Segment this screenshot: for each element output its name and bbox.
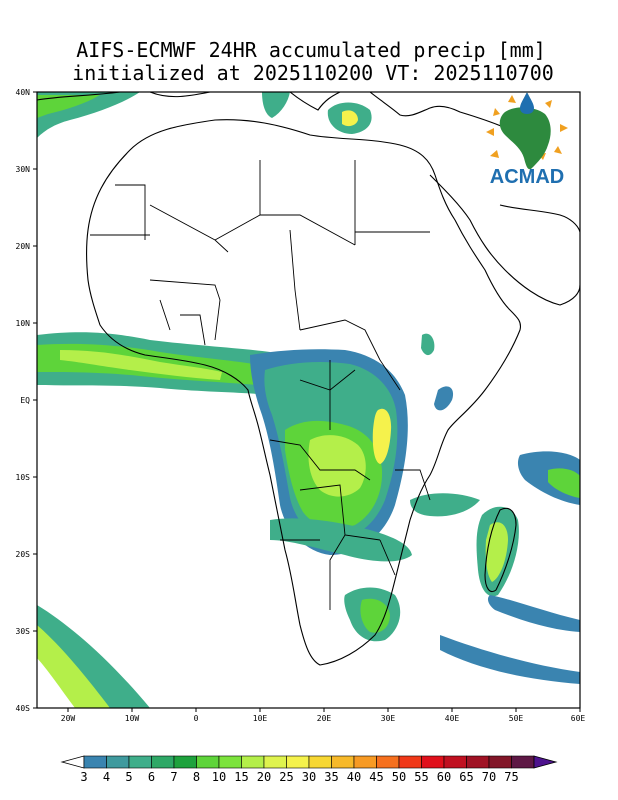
colorbar-label: 55 (414, 770, 428, 784)
precip-mozambique-band (410, 493, 480, 517)
colorbar-label: 35 (324, 770, 338, 784)
colorbar-cell (421, 755, 445, 769)
map-title-line2: initialized at 2025110200 VT: 2025110700 (72, 61, 554, 85)
lat-axis: 40N 30N 20N 10N EQ 10S 20S 30S 40S (16, 88, 37, 713)
colorbar-label: 6 (148, 770, 155, 784)
lon-label: 0 (194, 714, 199, 723)
acmad-logo: ACMAD (486, 92, 568, 188)
colorbar-label: 45 (369, 770, 383, 784)
precip-south-indian-streak-2 (440, 635, 580, 684)
colorbar-label: 3 (80, 770, 87, 784)
europe-coastline (37, 92, 516, 133)
colorbar-label: 65 (459, 770, 473, 784)
lon-label: 50E (509, 714, 524, 723)
acmad-wordmark: ACMAD (490, 166, 564, 188)
precip-mediterranean-north (262, 92, 290, 118)
colorbar-cell (263, 755, 287, 769)
colorbar-cell (466, 755, 490, 769)
precip-southwest-atlantic-core (37, 625, 110, 708)
lat-label: 30S (16, 627, 31, 636)
lat-label: 10N (16, 319, 31, 328)
lat-label: 40N (16, 88, 31, 97)
colorbar-labels: 3 4 5 6 7 8 10 15 20 25 30 35 40 45 50 55 60 65 70 75 (80, 770, 518, 784)
precip-mediterranean-central-core (342, 110, 358, 127)
precip-band-gulf-of-guinea-core (60, 350, 222, 380)
colorbar-cell (511, 755, 535, 769)
lat-label: 40S (16, 704, 31, 713)
precip-southwest-atlantic-outer (37, 605, 150, 708)
country-borders (90, 160, 431, 610)
coastlines (37, 92, 580, 666)
precip-congo-basin-peak (308, 435, 366, 497)
colorbar-cell (308, 755, 332, 769)
lon-axis: 20W 10W 0 10E 20E 30E 40E 50E 60E (61, 708, 586, 723)
colorbar-label: 10 (212, 770, 226, 784)
colorbar-label: 20 (257, 770, 271, 784)
colorbar-cells (83, 755, 535, 769)
colorbar-cell (488, 755, 512, 769)
colorbar-label: 60 (437, 770, 451, 784)
colorbar-cell (151, 755, 175, 769)
colorbar-cell (443, 755, 467, 769)
colorbar-label: 40 (347, 770, 361, 784)
colorbar-label: 70 (482, 770, 496, 784)
colorbar-cell (398, 755, 422, 769)
precip-indian-ocean-east-core (548, 468, 580, 498)
lon-label: 30E (381, 714, 396, 723)
map-title-line1: AIFS-ECMWF 24HR accumulated precip [mm] (76, 38, 546, 62)
lon-label: 10E (253, 714, 268, 723)
colorbar-label: 8 (193, 770, 200, 784)
precip-south-indian-streak-1 (487, 595, 580, 632)
colorbar-cell (331, 755, 355, 769)
colorbar-label: 5 (125, 770, 132, 784)
precip-lake-victoria-peak (372, 408, 392, 464)
colorbar-cell (241, 755, 265, 769)
colorbar-label: 25 (279, 770, 293, 784)
colorbar-label: 30 (302, 770, 316, 784)
colorbar-cell (218, 755, 242, 769)
colorbar-under-arrow (60, 755, 85, 769)
precip-mediterranean-west-core (37, 95, 100, 118)
colorbar-cell (173, 755, 197, 769)
africa-coastline (85, 119, 522, 666)
arabia-coastline (429, 174, 580, 306)
colorbar-cell (286, 755, 310, 769)
colorbar-over-arrow (533, 755, 558, 769)
colorbar-label: 75 (504, 770, 518, 784)
colorbar-label: 4 (103, 770, 110, 784)
lat-label: 20S (16, 550, 31, 559)
lon-label: 10W (125, 714, 140, 723)
madagascar-coastline (484, 507, 517, 593)
colorbar-cell (353, 755, 377, 769)
lon-label: 60E (571, 714, 586, 723)
colorbar-label: 50 (392, 770, 406, 784)
precip-southern-africa-band (270, 518, 412, 562)
precip-madagascar-core (485, 522, 508, 582)
africa-silhouette-icon (499, 107, 551, 170)
lat-label: EQ (20, 396, 30, 405)
colorbar-cell (128, 755, 152, 769)
precip-south-africa-east-core (360, 598, 390, 633)
lon-label: 20E (317, 714, 332, 723)
lon-label: 20W (61, 714, 76, 723)
lon-label: 40E (445, 714, 460, 723)
colorbar-cell (106, 755, 130, 769)
lat-label: 20N (16, 242, 31, 251)
lat-label: 30N (16, 165, 31, 174)
colorbar-cell (83, 755, 107, 769)
water-drop-icon (520, 92, 534, 114)
precip-somalia-coast (434, 386, 454, 411)
colorbar: 3 4 5 6 7 8 10 15 20 25 30 35 40 45 50 55 60 65 70 75 (60, 755, 558, 784)
colorbar-label: 15 (234, 770, 248, 784)
border-lines (90, 160, 431, 610)
colorbar-label: 7 (170, 770, 177, 784)
colorbar-cell (196, 755, 220, 769)
precip-fields (37, 92, 580, 708)
colorbar-cell (376, 755, 400, 769)
lat-label: 10S (16, 473, 31, 482)
precip-horn-coast (421, 333, 435, 356)
